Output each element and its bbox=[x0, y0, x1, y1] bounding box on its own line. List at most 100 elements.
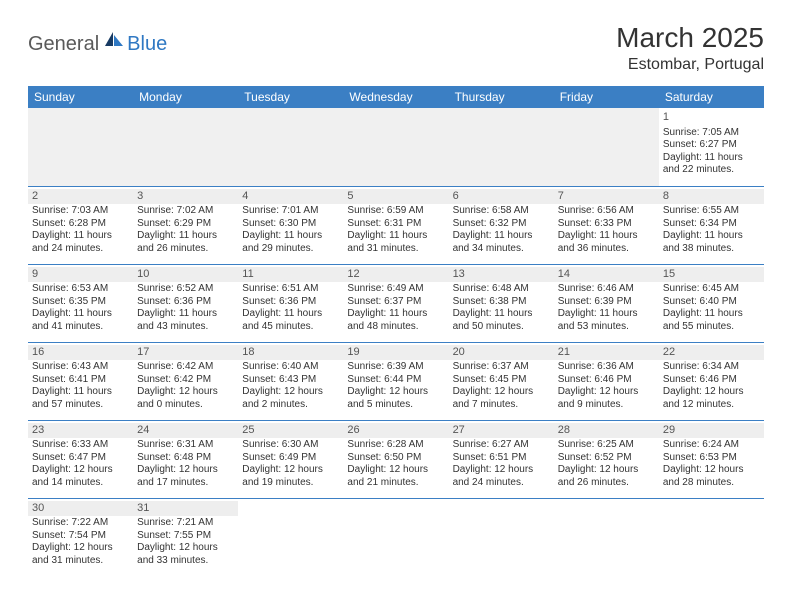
sunset-line: Sunset: 6:39 PM bbox=[558, 296, 655, 309]
daylight-line: Daylight: 11 hours and 53 minutes. bbox=[558, 308, 655, 333]
sunrise-line: Sunrise: 6:51 AM bbox=[242, 283, 339, 296]
day-number: 9 bbox=[28, 267, 133, 283]
weekday-header: Monday bbox=[133, 86, 238, 108]
day-number: 24 bbox=[133, 423, 238, 439]
sunrise-line: Sunrise: 6:39 AM bbox=[347, 361, 444, 374]
weekday-header: Wednesday bbox=[343, 86, 448, 108]
daylight-line: Daylight: 12 hours and 26 minutes. bbox=[558, 464, 655, 489]
day-number: 16 bbox=[28, 345, 133, 361]
day-number: 28 bbox=[554, 423, 659, 439]
sunset-line: Sunset: 7:54 PM bbox=[32, 530, 129, 543]
calendar-cell: 30Sunrise: 7:22 AMSunset: 7:54 PMDayligh… bbox=[28, 498, 133, 576]
day-number: 20 bbox=[449, 345, 554, 361]
daylight-line: Daylight: 11 hours and 41 minutes. bbox=[32, 308, 129, 333]
daylight-line: Daylight: 12 hours and 12 minutes. bbox=[663, 386, 760, 411]
calendar-cell: 23Sunrise: 6:33 AMSunset: 6:47 PMDayligh… bbox=[28, 420, 133, 498]
sunrise-line: Sunrise: 6:30 AM bbox=[242, 439, 339, 452]
calendar-cell-empty bbox=[449, 498, 554, 576]
daylight-line: Daylight: 12 hours and 19 minutes. bbox=[242, 464, 339, 489]
day-number: 29 bbox=[659, 423, 764, 439]
sunrise-line: Sunrise: 6:46 AM bbox=[558, 283, 655, 296]
day-number: 12 bbox=[343, 267, 448, 283]
sunset-line: Sunset: 6:42 PM bbox=[137, 374, 234, 387]
calendar-cell: 15Sunrise: 6:45 AMSunset: 6:40 PMDayligh… bbox=[659, 264, 764, 342]
sunset-line: Sunset: 6:41 PM bbox=[32, 374, 129, 387]
daylight-line: Daylight: 12 hours and 28 minutes. bbox=[663, 464, 760, 489]
sunrise-line: Sunrise: 6:40 AM bbox=[242, 361, 339, 374]
sunset-line: Sunset: 6:33 PM bbox=[558, 218, 655, 231]
calendar-cell-empty bbox=[28, 108, 133, 186]
day-number: 25 bbox=[238, 423, 343, 439]
calendar-body: 1Sunrise: 7:05 AMSunset: 6:27 PMDaylight… bbox=[28, 108, 764, 576]
day-number: 11 bbox=[238, 267, 343, 283]
sunset-line: Sunset: 6:36 PM bbox=[242, 296, 339, 309]
calendar-cell: 25Sunrise: 6:30 AMSunset: 6:49 PMDayligh… bbox=[238, 420, 343, 498]
calendar-cell: 9Sunrise: 6:53 AMSunset: 6:35 PMDaylight… bbox=[28, 264, 133, 342]
daylight-line: Daylight: 11 hours and 22 minutes. bbox=[663, 152, 760, 177]
sunrise-line: Sunrise: 6:31 AM bbox=[137, 439, 234, 452]
calendar-cell: 22Sunrise: 6:34 AMSunset: 6:46 PMDayligh… bbox=[659, 342, 764, 420]
sunset-line: Sunset: 6:40 PM bbox=[663, 296, 760, 309]
location: Estombar, Portugal bbox=[616, 56, 764, 74]
sunrise-line: Sunrise: 7:22 AM bbox=[32, 517, 129, 530]
sunrise-line: Sunrise: 6:56 AM bbox=[558, 205, 655, 218]
sunrise-line: Sunrise: 6:42 AM bbox=[137, 361, 234, 374]
sunset-line: Sunset: 6:38 PM bbox=[453, 296, 550, 309]
day-number: 3 bbox=[133, 189, 238, 205]
daylight-line: Daylight: 11 hours and 31 minutes. bbox=[347, 230, 444, 255]
calendar-cell: 29Sunrise: 6:24 AMSunset: 6:53 PMDayligh… bbox=[659, 420, 764, 498]
daylight-line: Daylight: 11 hours and 57 minutes. bbox=[32, 386, 129, 411]
daylight-line: Daylight: 12 hours and 24 minutes. bbox=[453, 464, 550, 489]
sunset-line: Sunset: 6:28 PM bbox=[32, 218, 129, 231]
calendar-cell-empty bbox=[133, 108, 238, 186]
calendar-row: 23Sunrise: 6:33 AMSunset: 6:47 PMDayligh… bbox=[28, 420, 764, 498]
sunset-line: Sunset: 7:55 PM bbox=[137, 530, 234, 543]
sunset-line: Sunset: 6:34 PM bbox=[663, 218, 760, 231]
calendar-cell-empty bbox=[554, 498, 659, 576]
calendar-cell-empty bbox=[449, 108, 554, 186]
day-number: 27 bbox=[449, 423, 554, 439]
day-number: 30 bbox=[28, 501, 133, 517]
sunset-line: Sunset: 6:51 PM bbox=[453, 452, 550, 465]
sunset-line: Sunset: 6:52 PM bbox=[558, 452, 655, 465]
day-number: 10 bbox=[133, 267, 238, 283]
day-number: 26 bbox=[343, 423, 448, 439]
calendar-cell: 1Sunrise: 7:05 AMSunset: 6:27 PMDaylight… bbox=[659, 108, 764, 186]
calendar-cell-empty bbox=[238, 108, 343, 186]
sunset-line: Sunset: 6:50 PM bbox=[347, 452, 444, 465]
daylight-line: Daylight: 12 hours and 0 minutes. bbox=[137, 386, 234, 411]
day-number: 17 bbox=[133, 345, 238, 361]
sunrise-line: Sunrise: 6:48 AM bbox=[453, 283, 550, 296]
sunrise-line: Sunrise: 7:01 AM bbox=[242, 205, 339, 218]
calendar-cell: 31Sunrise: 7:21 AMSunset: 7:55 PMDayligh… bbox=[133, 498, 238, 576]
logo: General Blue bbox=[28, 30, 167, 59]
calendar-cell: 28Sunrise: 6:25 AMSunset: 6:52 PMDayligh… bbox=[554, 420, 659, 498]
daylight-line: Daylight: 11 hours and 55 minutes. bbox=[663, 308, 760, 333]
day-number: 23 bbox=[28, 423, 133, 439]
daylight-line: Daylight: 12 hours and 31 minutes. bbox=[32, 542, 129, 567]
sunrise-line: Sunrise: 6:49 AM bbox=[347, 283, 444, 296]
sunset-line: Sunset: 6:32 PM bbox=[453, 218, 550, 231]
calendar-cell: 5Sunrise: 6:59 AMSunset: 6:31 PMDaylight… bbox=[343, 186, 448, 264]
logo-text-blue: Blue bbox=[127, 33, 167, 56]
calendar-cell-empty bbox=[343, 498, 448, 576]
calendar-row: 9Sunrise: 6:53 AMSunset: 6:35 PMDaylight… bbox=[28, 264, 764, 342]
calendar-row: 1Sunrise: 7:05 AMSunset: 6:27 PMDaylight… bbox=[28, 108, 764, 186]
sunset-line: Sunset: 6:31 PM bbox=[347, 218, 444, 231]
month-title: March 2025 bbox=[616, 22, 764, 54]
day-number: 22 bbox=[659, 345, 764, 361]
sunset-line: Sunset: 6:35 PM bbox=[32, 296, 129, 309]
calendar-cell-empty bbox=[659, 498, 764, 576]
sunset-line: Sunset: 6:53 PM bbox=[663, 452, 760, 465]
day-number: 4 bbox=[238, 189, 343, 205]
calendar-cell: 2Sunrise: 7:03 AMSunset: 6:28 PMDaylight… bbox=[28, 186, 133, 264]
weekday-header-row: SundayMondayTuesdayWednesdayThursdayFrid… bbox=[28, 86, 764, 108]
daylight-line: Daylight: 11 hours and 34 minutes. bbox=[453, 230, 550, 255]
calendar-cell: 14Sunrise: 6:46 AMSunset: 6:39 PMDayligh… bbox=[554, 264, 659, 342]
calendar-cell: 6Sunrise: 6:58 AMSunset: 6:32 PMDaylight… bbox=[449, 186, 554, 264]
day-number: 31 bbox=[133, 501, 238, 517]
day-number: 14 bbox=[554, 267, 659, 283]
calendar-cell-empty bbox=[238, 498, 343, 576]
sunset-line: Sunset: 6:46 PM bbox=[558, 374, 655, 387]
daylight-line: Daylight: 11 hours and 45 minutes. bbox=[242, 308, 339, 333]
